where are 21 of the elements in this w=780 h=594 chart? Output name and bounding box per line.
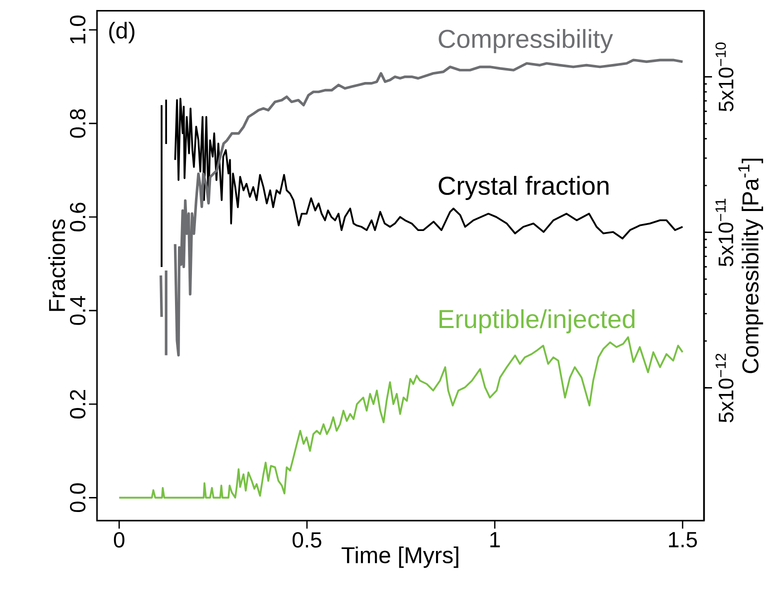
series-label: Crystal fraction: [438, 176, 608, 200]
y-tick-label: 0.4: [70, 296, 86, 325]
y2-axis-title: Compressibility [Pa$^{-1}$]: [738, 158, 764, 374]
series-label: Compressibility: [438, 29, 613, 54]
series-label: Eruptible/injected: [440, 309, 634, 334]
y-tick-label: 0.6: [70, 202, 86, 232]
x-tick-label: 1: [490, 532, 500, 548]
y2-tick-label: 5x10$^{−10}$: [716, 42, 734, 112]
y2-tick-label: 5x10$^{−11}$: [716, 198, 734, 266]
annotation: (d): [109, 22, 134, 44]
x-tick-label: 0: [114, 532, 124, 548]
y-axis-title: Fractions: [48, 219, 66, 311]
y-tick-label: 0.2: [70, 390, 86, 418]
y-tick-label: 0.0: [70, 483, 86, 512]
line-series: [118, 336, 684, 499]
x-axis-title: Time [Myrs]: [342, 546, 458, 568]
x-tick-label: 1.5: [669, 532, 697, 548]
y-tick-label: 0.8: [70, 109, 86, 138]
x-tick-label: 0.5: [292, 532, 322, 548]
y-tick-label: 1.0: [70, 16, 86, 44]
y2-tick-label: 5x10$^{−12}$: [716, 354, 734, 422]
